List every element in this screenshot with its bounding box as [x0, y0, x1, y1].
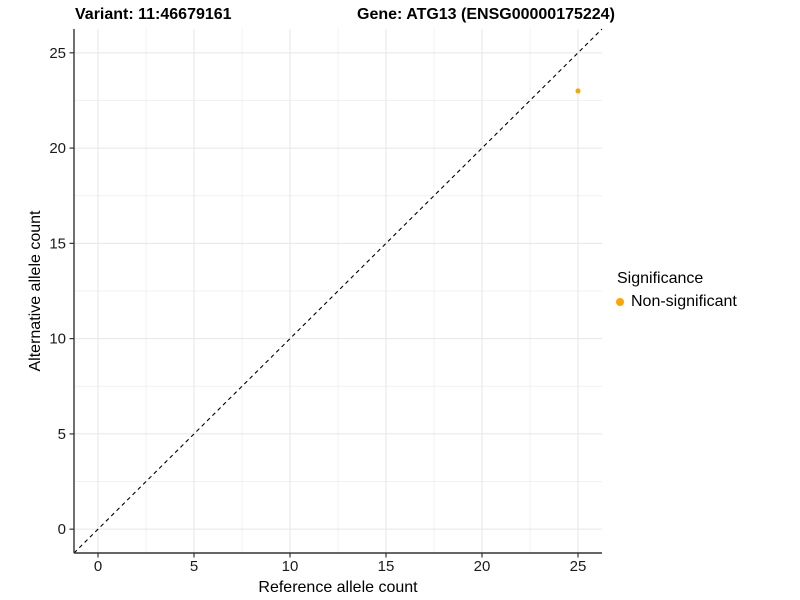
- y-tick-label: 0: [58, 521, 66, 538]
- x-tick-label: 25: [570, 558, 587, 575]
- data-point: [575, 88, 581, 94]
- y-tick-label: 25: [49, 45, 66, 62]
- x-tick-label: 15: [378, 558, 395, 575]
- x-tick-label: 10: [282, 558, 299, 575]
- variant-title: Variant: 11:46679161: [75, 6, 232, 23]
- x-tick-label: 0: [94, 558, 102, 575]
- y-tick-label: 10: [49, 331, 66, 348]
- legend-item-label: Non-significant: [631, 293, 737, 310]
- x-axis-title: Reference allele count: [258, 579, 418, 596]
- y-tick-label: 20: [49, 140, 66, 157]
- legend-item: Non-significant: [616, 292, 737, 311]
- legend-title: Significance: [617, 270, 704, 287]
- x-tick-label: 20: [474, 558, 491, 575]
- legend: Significance Non-significant: [616, 269, 737, 311]
- y-tick-label: 15: [49, 235, 66, 252]
- y-axis-title: Alternative allele count: [27, 210, 44, 372]
- gene-title: Gene: ATG13 (ENSG00000175224): [357, 6, 615, 23]
- identity-dashed-line: [73, 28, 603, 554]
- x-tick-label: 5: [190, 558, 198, 575]
- legend-key-dot-icon: [616, 297, 624, 306]
- y-tick-label: 5: [58, 426, 66, 443]
